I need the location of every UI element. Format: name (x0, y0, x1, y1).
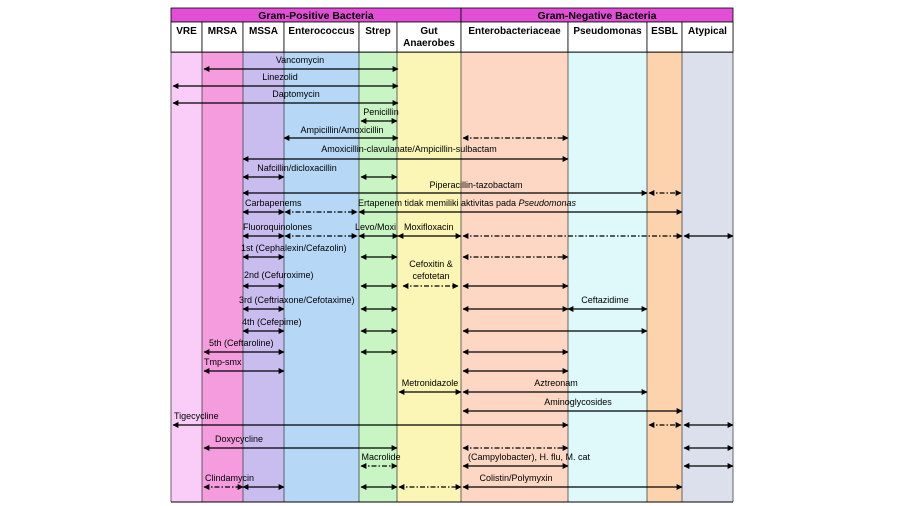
drug-label: Aminoglycosides (544, 397, 612, 407)
gram-positive-header: Gram-Positive Bacteria (170, 7, 462, 23)
drug-label: Cefoxitin & (409, 259, 453, 269)
svg-text:Enterobacteriaceae: Enterobacteriaceae (468, 26, 561, 37)
drug-label: 3rd (Ceftriaxone/Cefotaxime) (239, 295, 355, 305)
drug-label: Levo/Moxi (355, 222, 396, 232)
drug-label: Aztreonam (534, 378, 578, 388)
column-band-0 (171, 52, 202, 502)
gram-positive-label: Gram-Positive Bacteria (258, 10, 374, 22)
column-header-6: Enterobacteriaceae (460, 21, 569, 53)
drug-label: 2nd (Cefuroxime) (244, 270, 314, 280)
column-band-7 (568, 52, 647, 502)
column-band-8 (647, 52, 682, 502)
drug-label: Nafcillin/dicloxacillin (257, 163, 337, 173)
svg-text:Enterococcus: Enterococcus (288, 26, 355, 37)
spectrum-arrows (172, 66, 734, 490)
drug-label: Ceftazidime (581, 295, 629, 305)
column-header-2: MSSA (242, 21, 285, 53)
drug-label: 1st (Cephalexin/Cefazolin) (241, 243, 347, 253)
drug-label: (Campylobacter), H. flu, M. cat (468, 452, 591, 462)
svg-text:Strep: Strep (365, 26, 391, 37)
column-header-3: Enterococcus (283, 21, 360, 53)
gram-negative-header: Gram-Negative Bacteria (460, 7, 734, 23)
drug-label: Ertapenem tidak memiliki aktivitas pada … (358, 198, 577, 208)
drug-label: 4th (Cefepime) (242, 317, 302, 327)
gram-negative-label: Gram-Negative Bacteria (537, 10, 656, 22)
header: Gram-Positive Bacteria Gram-Negative Bact… (170, 7, 734, 53)
column-header-1: MRSA (201, 21, 244, 53)
column-header-9: Atypical (681, 21, 734, 53)
drug-label: Tigecycline (174, 411, 219, 421)
drug-label: Moxifloxacin (404, 222, 454, 232)
svg-text:Anaerobes: Anaerobes (403, 38, 455, 49)
drug-label: 5th (Ceftaroline) (209, 338, 274, 348)
column-band-9 (682, 52, 733, 502)
svg-text:VRE: VRE (176, 26, 197, 37)
svg-text:MRSA: MRSA (208, 26, 237, 37)
drug-label: Tmp-smx (204, 357, 242, 367)
svg-text:Atypical: Atypical (688, 26, 727, 37)
svg-text:Pseudomonas: Pseudomonas (573, 26, 642, 37)
drug-label: Macrolide (361, 452, 400, 462)
column-header-8: ESBL (646, 21, 683, 53)
svg-text:Gut: Gut (420, 26, 438, 37)
svg-text:MSSA: MSSA (249, 26, 278, 37)
column-band-4 (359, 52, 397, 502)
drug-label: Carbapenems (245, 198, 302, 208)
drug-label: Penicillin (363, 107, 399, 117)
drug-label: Vancomycin (276, 55, 324, 65)
drug-label: Amoxicillin-clavulanate/Ampicillin-sulba… (321, 144, 497, 154)
drug-label: Piperacillin-tazobactam (429, 180, 522, 190)
column-band-6 (461, 52, 568, 502)
drug-label: Ampicillin/Amoxicillin (300, 125, 383, 135)
drug-label: Daptomycin (272, 89, 320, 99)
drug-label: cefotetan (412, 271, 449, 281)
drug-label: Metronidazole (402, 378, 459, 388)
drug-labels: Vancomycin Linezolid Daptomycin Penicillin A… (174, 55, 629, 483)
svg-text:ESBL: ESBL (651, 26, 678, 37)
drug-label: Doxycycline (215, 434, 263, 444)
drug-label: Linezolid (262, 72, 298, 82)
column-header-4: Strep (358, 21, 398, 53)
column-header-0: VRE (170, 21, 203, 53)
drug-label: Clindamycin (205, 473, 254, 483)
column-header-7: Pseudomonas (567, 21, 648, 53)
drug-label: Fluoroquinolones (243, 222, 313, 232)
drug-label: Colistin/Polymyxin (479, 473, 552, 483)
